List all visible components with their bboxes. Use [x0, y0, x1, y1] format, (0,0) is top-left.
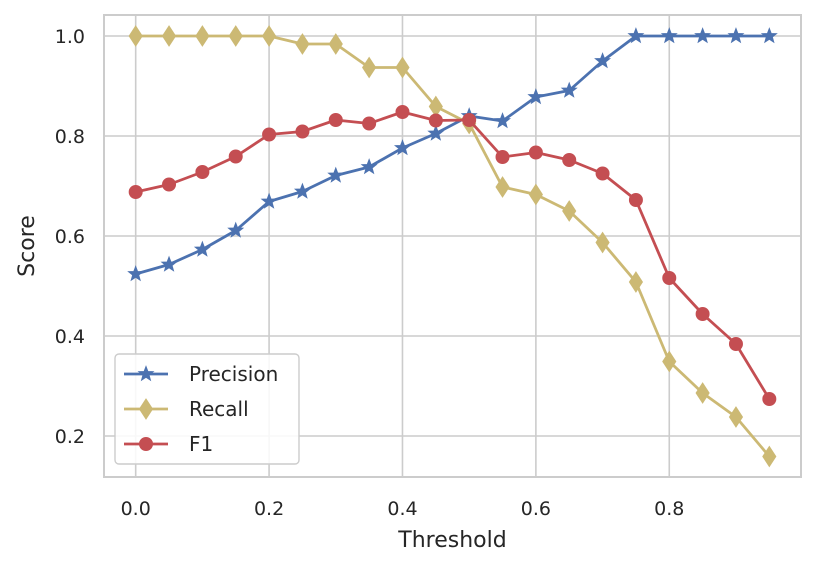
recall-point	[695, 382, 710, 404]
recall-point	[728, 406, 744, 428]
f1-point	[262, 127, 277, 142]
recall-point	[395, 56, 410, 79]
f1-point	[462, 113, 477, 127]
precision-point	[594, 52, 612, 69]
legend-item-precision: Precision	[124, 362, 278, 386]
legend: Precision Recall F1	[114, 353, 300, 465]
legend-marker	[137, 365, 155, 382]
recall-point	[328, 33, 343, 55]
f1-point	[128, 185, 143, 199]
f1-point	[728, 337, 743, 351]
f1-point	[295, 124, 310, 139]
legend-marker	[138, 398, 154, 420]
recall-point	[628, 271, 644, 293]
recall-point	[195, 25, 210, 47]
recall-point	[261, 25, 277, 47]
recall-point	[228, 25, 243, 47]
x-tick-label: 0.6	[521, 498, 551, 520]
precision-point	[660, 27, 678, 44]
precision-point	[360, 158, 378, 175]
precision-point	[560, 81, 578, 98]
recall-point	[762, 445, 777, 468]
f1-point	[328, 113, 343, 127]
precision-point	[527, 88, 545, 105]
x-tick-label: 0.2	[254, 498, 284, 520]
precision-point	[760, 27, 778, 44]
precision-point	[627, 27, 645, 44]
recall-point	[662, 350, 677, 373]
x-tick-label: 0.8	[654, 498, 684, 520]
precision-point	[160, 255, 178, 272]
series-precision	[127, 27, 778, 282]
legend-item-recall: Recall	[124, 397, 249, 421]
recall-point	[128, 25, 143, 47]
recall-point	[161, 25, 177, 47]
recall-point	[362, 56, 377, 79]
precision-point	[427, 124, 445, 141]
f1-point	[362, 116, 377, 131]
f1-point	[428, 113, 443, 128]
tick-labels: 0.0 0.2 0.4 0.6 0.8 0.2 0.4 0.6 0.8 1.0	[55, 26, 685, 520]
x-tick-label: 0.4	[387, 498, 417, 520]
recall-point	[295, 33, 310, 55]
f1-point	[595, 166, 610, 181]
legend-box	[114, 353, 300, 465]
f1-point	[562, 153, 577, 167]
series-recall	[128, 25, 777, 468]
precision-point	[327, 166, 345, 183]
f1-point	[695, 307, 710, 321]
y-axis-label: Score	[15, 215, 40, 277]
f1-point	[228, 149, 243, 164]
f1-point	[162, 177, 177, 192]
f1-point	[762, 392, 777, 406]
f1-point	[628, 193, 643, 207]
legend-label: Precision	[189, 362, 278, 386]
x-tick-label: 0.0	[121, 498, 151, 520]
f1-point	[528, 145, 543, 160]
f1-point	[662, 271, 677, 285]
precision-point	[494, 112, 512, 129]
precision-point	[393, 139, 411, 156]
legend-item-f1: F1	[124, 432, 213, 456]
y-tick-label: 0.2	[55, 426, 85, 448]
series-layer	[127, 25, 778, 468]
f1-point	[395, 105, 410, 119]
y-tick-label: 0.8	[55, 126, 85, 148]
recall-point	[595, 231, 610, 254]
y-tick-label: 1.0	[55, 26, 85, 48]
precision-point	[193, 240, 211, 257]
precision-line	[134, 34, 771, 276]
recall-point	[495, 176, 510, 198]
f1-point	[495, 150, 510, 164]
precision-point	[127, 265, 145, 282]
precision-point	[227, 221, 245, 238]
y-tick-label: 0.6	[55, 226, 85, 248]
precision-point	[293, 182, 311, 199]
legend-label: Recall	[189, 397, 249, 421]
plot-frame	[103, 14, 802, 478]
x-axis-label: Threshold	[397, 528, 506, 553]
y-tick-label: 0.4	[55, 326, 85, 348]
f1-point	[195, 165, 210, 179]
legend-label: F1	[189, 432, 213, 456]
legend-marker	[139, 437, 153, 451]
precision-point	[260, 192, 278, 209]
recall-point	[562, 200, 577, 222]
precision-point	[694, 27, 712, 44]
recall-point	[528, 183, 543, 206]
series-f1	[128, 105, 777, 406]
precision-point	[727, 27, 745, 44]
